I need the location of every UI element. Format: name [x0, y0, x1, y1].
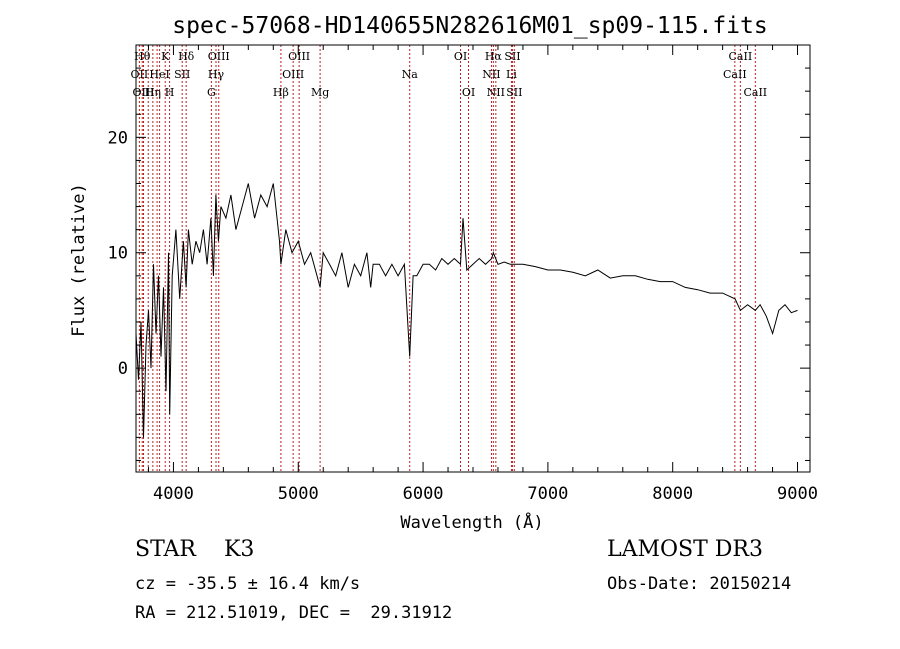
- spectral-line-label: NII: [482, 68, 500, 81]
- spectral-line-label: SII: [506, 86, 522, 99]
- spectral-line-label: OIII: [282, 68, 304, 81]
- spectral-line-label: OIII: [208, 50, 230, 63]
- spectral-line-label: Na: [402, 68, 419, 81]
- spectral-line-label: OII: [131, 68, 149, 81]
- plot-frame: [135, 44, 811, 473]
- spectral-line-markers: [138, 45, 756, 472]
- x-tick-label: 9000: [777, 484, 818, 504]
- y-tick-label: 10: [108, 244, 128, 264]
- x-tick-label: 6000: [403, 484, 444, 504]
- spectral-line-label: Hδ: [178, 50, 195, 63]
- redshift-info: cz = -35.5 ± 16.4 km/s: [135, 574, 361, 594]
- spectral-line-label: Hγ: [208, 68, 225, 81]
- spectral-line-labels: OIIHθOIIIHηHeIKHSIIHδGHγOIIIHβOIIIOIIIMg…: [131, 50, 768, 99]
- y-axis-label: Flux (relative): [69, 183, 89, 337]
- spectral-line-label: Hα: [485, 50, 503, 63]
- spectral-line-label: OIII: [132, 86, 154, 99]
- object-class: STAR K3: [135, 537, 255, 562]
- y-axis-ticks: 0 10 20: [108, 44, 810, 461]
- spectral-line-label: OI: [454, 50, 467, 63]
- chart-title: spec-57068-HD140655N282616M01_sp09-115.f…: [172, 13, 767, 39]
- x-tick-label: 5000: [278, 484, 319, 504]
- spectral-line-label: OI: [462, 86, 475, 99]
- spectrum-line: [135, 183, 798, 438]
- x-axis-label: Wavelength (Å): [400, 511, 543, 533]
- y-tick-label: 20: [108, 128, 128, 148]
- x-tick-label: 4000: [153, 484, 194, 504]
- spectral-line-label: H: [165, 86, 175, 99]
- x-tick-label: 7000: [527, 484, 568, 504]
- observation-date: Obs-Date: 20150214: [607, 574, 792, 594]
- survey-name: LAMOST DR3: [607, 537, 763, 562]
- y-tick-label: 0: [118, 359, 128, 379]
- spectral-line-label: Li: [506, 68, 517, 81]
- spectral-line-label: G: [207, 86, 216, 99]
- spectral-line-label: NII: [487, 86, 505, 99]
- spectral-line-label: Hη: [145, 86, 161, 99]
- spectral-line-label: CaII: [743, 86, 767, 99]
- spectral-line-label: SII: [504, 50, 520, 63]
- x-axis-ticks: 4000 5000 6000 7000 8000 9000: [147, 45, 818, 504]
- spectral-line-label: OIII: [288, 50, 310, 63]
- coordinates-info: RA = 212.51019, DEC = 29.31912: [135, 603, 453, 623]
- spectral-line-label: Mg: [311, 86, 329, 99]
- x-tick-label: 8000: [652, 484, 693, 504]
- spectral-line-label: CaII: [729, 50, 753, 63]
- spectral-line-label: K: [161, 50, 170, 63]
- spectral-line-label: Hβ: [273, 86, 289, 99]
- spectral-line-label: Hθ: [134, 50, 151, 63]
- spectral-line-label: HeI: [149, 68, 169, 81]
- spectral-line-label: SII: [174, 68, 190, 81]
- spectral-line-label: CaII: [723, 68, 747, 81]
